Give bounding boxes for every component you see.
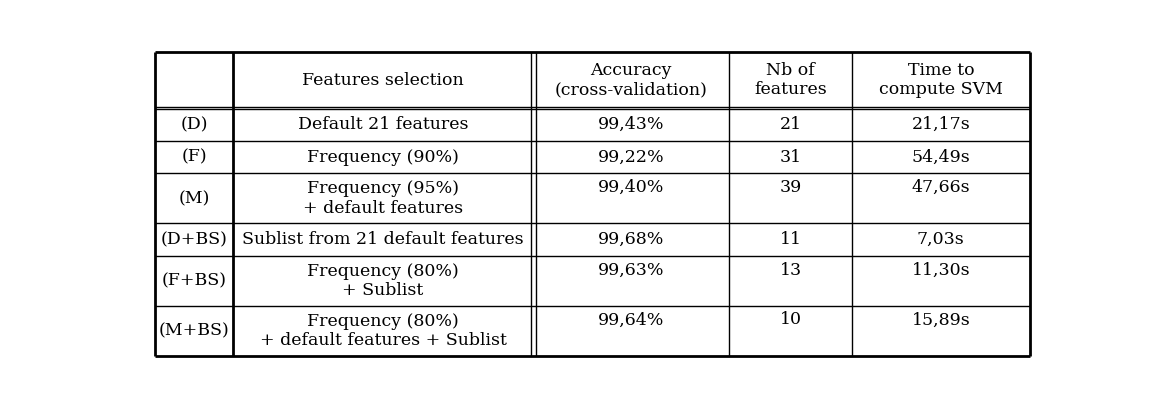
Text: 13: 13 [779,261,801,278]
Text: Nb of
features: Nb of features [754,62,827,99]
Text: Default 21 features: Default 21 features [298,116,468,133]
Text: 99,63%: 99,63% [598,261,665,278]
Text: Frequency (90%): Frequency (90%) [307,149,459,166]
Text: Frequency (80%)
+ Sublist: Frequency (80%) + Sublist [307,263,459,299]
Text: 31: 31 [779,149,801,166]
Text: Features selection: Features selection [302,72,464,89]
Text: 99,22%: 99,22% [598,149,665,166]
Text: Frequency (80%)
+ default features + Sublist: Frequency (80%) + default features + Sub… [259,313,506,349]
Text: 99,43%: 99,43% [598,116,665,133]
Text: (M): (M) [178,190,209,207]
Text: 11,30s: 11,30s [912,261,970,278]
Text: 11: 11 [779,231,801,248]
Text: 39: 39 [779,179,801,196]
Text: Time to
compute SVM: Time to compute SVM [879,62,1003,99]
Text: 10: 10 [779,311,801,328]
Text: 99,68%: 99,68% [598,231,665,248]
Text: Accuracy
(cross-validation): Accuracy (cross-validation) [555,62,707,99]
Text: (F): (F) [181,149,207,166]
Text: (M+BS): (M+BS) [158,322,229,339]
Text: (D): (D) [180,116,208,133]
Text: 15,89s: 15,89s [911,311,970,328]
Text: 21: 21 [779,116,801,133]
Text: 99,40%: 99,40% [598,179,665,196]
Text: (D+BS): (D+BS) [161,231,228,248]
Text: 7,03s: 7,03s [917,231,965,248]
Text: 54,49s: 54,49s [911,149,970,166]
Text: Frequency (95%)
+ default features: Frequency (95%) + default features [303,180,464,217]
Text: Sublist from 21 default features: Sublist from 21 default features [242,231,524,248]
Text: (F+BS): (F+BS) [162,272,227,290]
Text: 99,64%: 99,64% [598,311,665,328]
Text: 47,66s: 47,66s [912,179,970,196]
Text: 21,17s: 21,17s [911,116,970,133]
